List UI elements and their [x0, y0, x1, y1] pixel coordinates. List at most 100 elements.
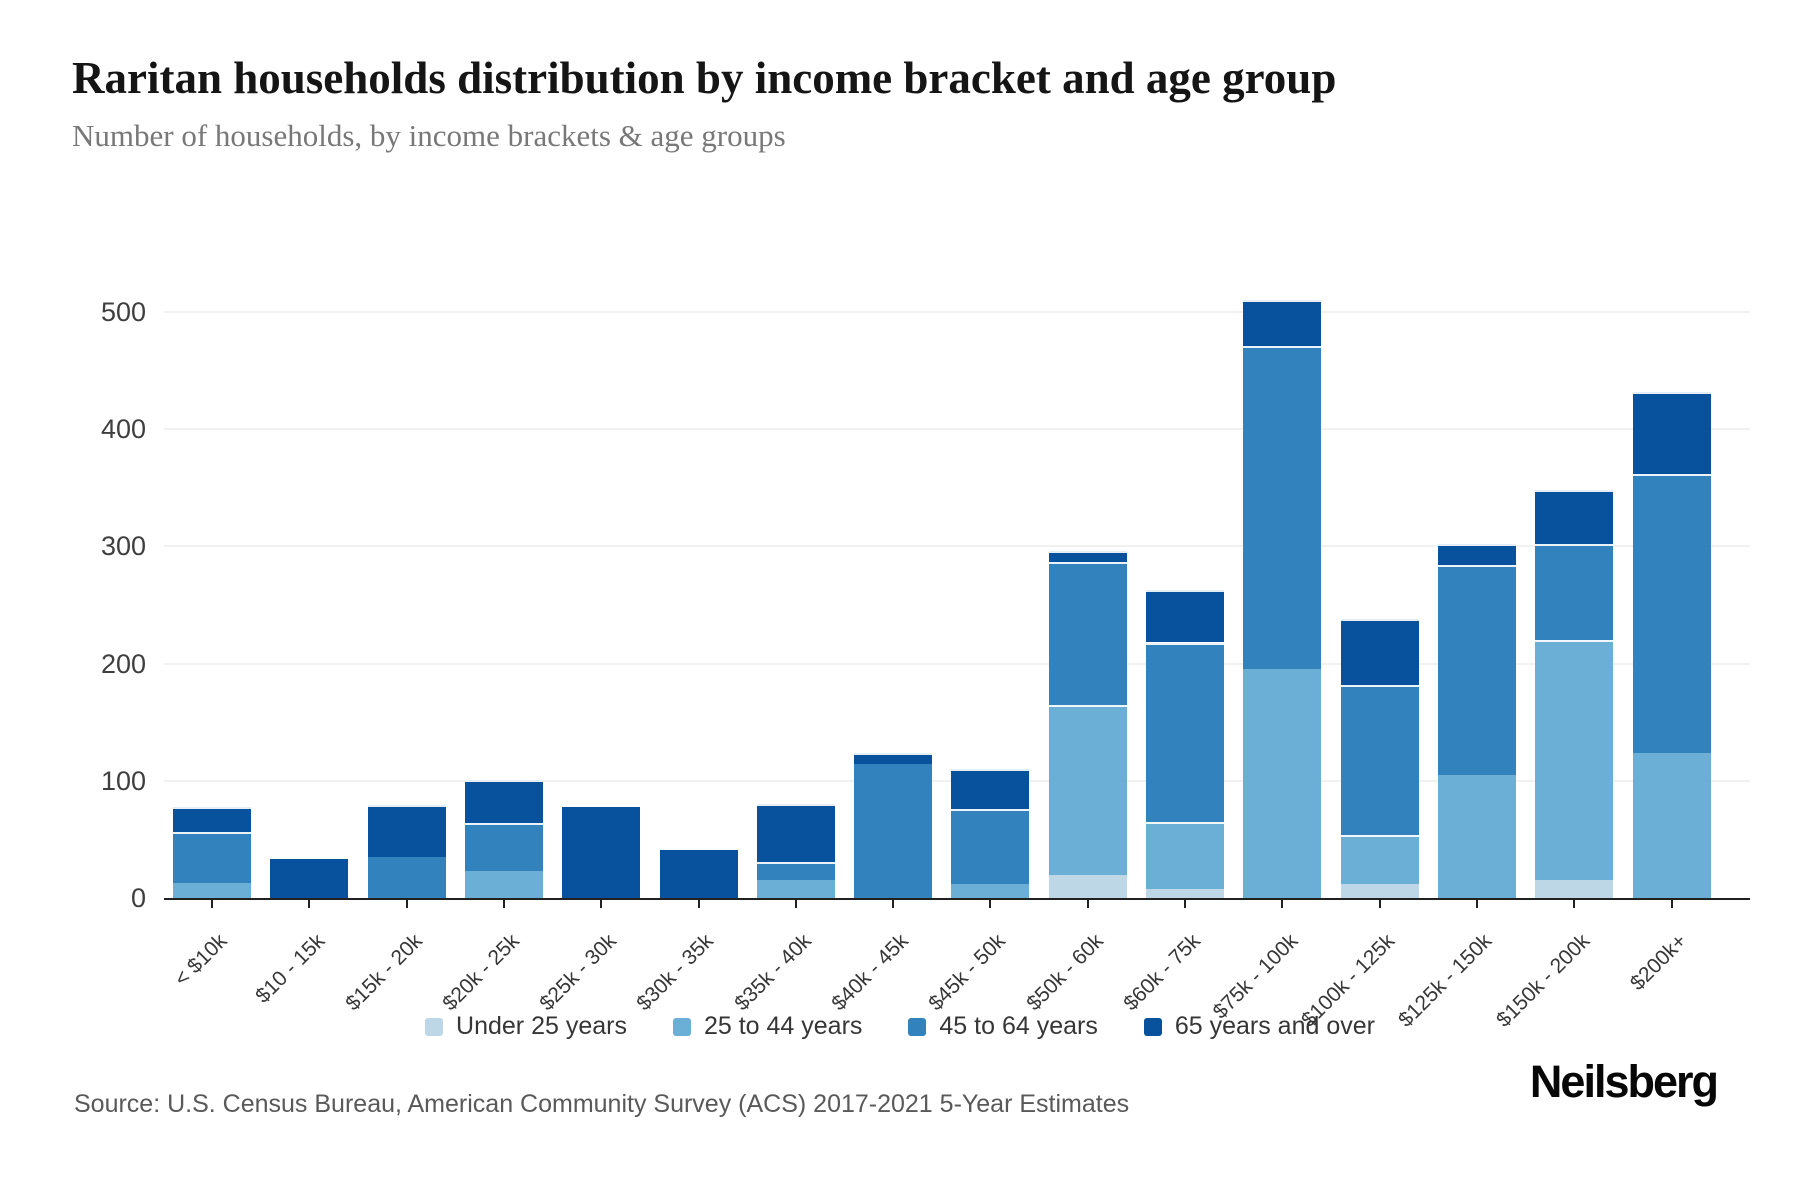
bar-segment[interactable]: [1146, 888, 1224, 898]
bar-segment[interactable]: [1340, 834, 1419, 884]
x-axis-tick: [308, 900, 311, 908]
bar-segment[interactable]: [173, 882, 251, 898]
bar-segment[interactable]: [367, 856, 446, 898]
bar-segment[interactable]: [756, 880, 835, 898]
bar-segment[interactable]: [1340, 684, 1419, 835]
gridline: [164, 311, 1750, 313]
bar-segment[interactable]: [1535, 490, 1614, 545]
bar-segment[interactable]: [1437, 774, 1516, 898]
bar-segment[interactable]: [1146, 821, 1224, 889]
bar-segment[interactable]: [1632, 473, 1711, 753]
x-axis-tick: [1475, 900, 1478, 908]
legend-swatch-icon: [908, 1017, 927, 1036]
legend-item-label: 65 years and over: [1174, 1012, 1375, 1040]
bar-segment[interactable]: [951, 808, 1030, 884]
gridline: [164, 662, 1750, 665]
gridline: [164, 428, 1750, 431]
bar-segment[interactable]: [951, 883, 1030, 898]
x-axis-label: $25k - 30k: [535, 929, 621, 1016]
bar-segment[interactable]: [1632, 391, 1711, 474]
bar-segment[interactable]: [951, 769, 1030, 809]
bar-segment[interactable]: [756, 861, 835, 881]
x-axis-tick: [211, 900, 213, 908]
bar-segment[interactable]: [1437, 565, 1516, 775]
bar-segment[interactable]: [1048, 561, 1127, 705]
x-axis-label: $50k - 60k: [1021, 929, 1108, 1016]
bar-segment[interactable]: [1535, 544, 1614, 641]
legend-item-label: 25 to 44 years: [703, 1012, 863, 1040]
x-axis-label: $15k - 20k: [340, 929, 427, 1016]
x-axis-tick: [1573, 900, 1576, 908]
legend-swatch-icon: [1143, 1017, 1162, 1036]
bar-segment[interactable]: [854, 764, 933, 898]
bar-segment[interactable]: [1535, 880, 1614, 898]
bar-segment[interactable]: [1048, 874, 1127, 898]
x-axis-tick: [794, 900, 797, 908]
bar-segment[interactable]: [1340, 619, 1419, 685]
x-axis-label: $60k - 75k: [1119, 929, 1205, 1016]
bar-segment[interactable]: [756, 804, 835, 862]
bar-segment[interactable]: [1146, 642, 1224, 822]
legend-swatch-icon: [425, 1017, 444, 1036]
x-axis-tick: [989, 900, 992, 908]
bar-segment[interactable]: [854, 752, 933, 765]
legend-item-label: 45 to 64 years: [939, 1012, 1098, 1040]
bar-segment[interactable]: [1146, 589, 1224, 643]
bar-segment[interactable]: [562, 806, 641, 898]
x-axis-label: $35k - 40k: [729, 929, 816, 1016]
legend: Under 25 years 25 to 44 years 45 to 64 yea…: [0, 1012, 1800, 1041]
source-note: Source: U.S. Census Bureau, American Com…: [74, 1090, 1130, 1118]
x-axis-tick: [1281, 900, 1284, 908]
legend-swatch-icon: [672, 1017, 691, 1036]
brand-logo: Neilsberg: [1529, 1056, 1719, 1107]
x-axis-label: $40k - 45k: [827, 929, 913, 1016]
bar-segment[interactable]: [659, 849, 738, 898]
x-axis-tick: [1670, 900, 1673, 908]
gridline: [164, 545, 1750, 548]
x-axis-label: $20k - 25k: [438, 929, 524, 1016]
x-axis-label: $200k+: [1625, 929, 1692, 995]
bar-segment[interactable]: [1243, 669, 1322, 898]
legend-item[interactable]: 65 years and over: [1143, 1012, 1375, 1041]
bar-segment[interactable]: [1243, 345, 1322, 670]
bar-segment[interactable]: [464, 871, 543, 898]
bar-segment[interactable]: [1048, 704, 1127, 875]
bar-segment[interactable]: [173, 806, 251, 833]
legend-item[interactable]: 45 to 64 years: [908, 1012, 1098, 1041]
bar-segment[interactable]: [270, 859, 349, 898]
bar-segment[interactable]: [173, 832, 251, 883]
y-axis-tick-label: 200: [100, 648, 146, 679]
y-axis-tick-label: 400: [100, 414, 146, 445]
page-subtitle: Number of households, by income brackets…: [72, 118, 786, 153]
legend-item-label: Under 25 years: [456, 1012, 627, 1040]
bar-segment[interactable]: [464, 822, 543, 872]
y-axis-tick-label: 0: [130, 883, 146, 913]
x-axis-tick: [502, 900, 505, 908]
page-title: Raritan households distribution by incom…: [72, 53, 1337, 103]
bar-segment[interactable]: [464, 779, 543, 823]
x-axis-tick: [1378, 900, 1381, 908]
x-axis-tick: [697, 900, 700, 908]
x-axis-tick: [405, 900, 408, 908]
x-axis-label: $30k - 35k: [632, 929, 719, 1016]
x-axis-label: < $10k: [170, 929, 232, 991]
x-axis-line: [164, 898, 1750, 900]
legend-item[interactable]: 25 to 44 years: [672, 1012, 863, 1041]
bar-segment[interactable]: [1243, 300, 1322, 346]
x-axis-label: $10 - 15k: [250, 929, 330, 1008]
x-axis-tick: [1184, 900, 1186, 908]
y-axis-tick-label: 300: [100, 531, 146, 562]
bar-segment[interactable]: [1437, 544, 1516, 566]
bar-segment[interactable]: [1048, 551, 1127, 562]
bar-segment[interactable]: [1632, 752, 1711, 898]
legend-item[interactable]: Under 25 years: [425, 1012, 627, 1041]
y-axis-tick-label: 500: [100, 297, 146, 327]
x-axis-tick: [892, 900, 895, 908]
x-axis-label: $75k - 100k: [1208, 929, 1303, 1024]
y-axis-tick-label: 100: [100, 765, 146, 796]
bar-segment[interactable]: [1340, 883, 1419, 898]
bar-segment[interactable]: [367, 805, 446, 857]
bar-segment[interactable]: [1535, 640, 1614, 881]
x-axis-tick: [1086, 900, 1089, 908]
